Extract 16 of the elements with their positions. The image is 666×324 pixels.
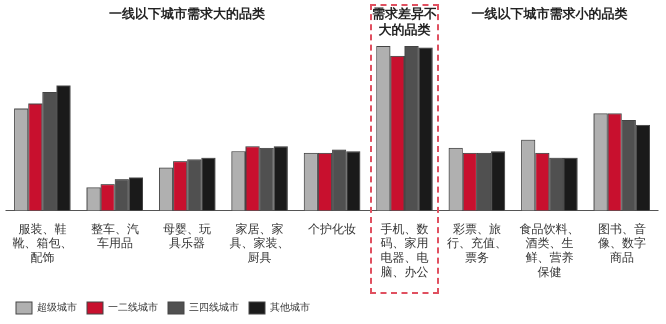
legend-label: 其他城市 [270, 302, 310, 314]
x-tick-label: 个护化妆 [308, 222, 356, 236]
legend-label: 一二线城市 [108, 302, 158, 314]
x-tick-label: 手机、数码、家用电器、电脑、办公 [380, 222, 428, 279]
x-tick-label: 彩票、旅行、充值、票务 [446, 222, 507, 265]
x-tick-label: 服装、鞋靴、箱包、配饰 [12, 222, 72, 265]
legend-label: 三四线城市 [189, 302, 239, 314]
text: 一线以下城市需求大的品类 [109, 6, 266, 21]
legend-label: 超级城市 [37, 302, 77, 314]
text: 需求差异不大的品类 [372, 6, 437, 37]
x-tick-label: 家居、家具、家装、厨具 [230, 222, 290, 265]
x-tick-label: 母婴、玩具乐器 [163, 222, 212, 250]
text: 一线以下城市需求小的品类 [471, 6, 628, 21]
x-tick-label: 整车、汽车用品 [90, 222, 139, 250]
x-tick-label: 食品饮料、酒类、生鲜、营养保健 [519, 222, 580, 279]
x-tick-label: 图书、音像、数字商品 [598, 222, 646, 265]
